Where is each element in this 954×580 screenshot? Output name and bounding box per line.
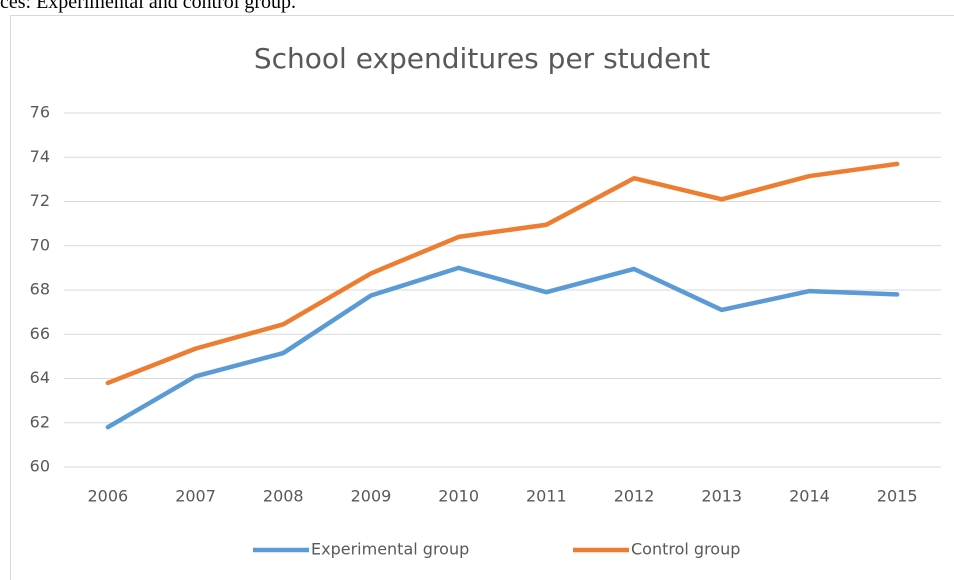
y-tick-label: 66 [30, 324, 50, 343]
y-tick-label: 68 [30, 280, 50, 299]
x-tick-label: 2008 [263, 487, 304, 506]
y-tick-label: 62 [30, 412, 50, 431]
legend-label: Experimental group [311, 540, 469, 559]
x-tick-label: 2014 [789, 487, 830, 506]
y-tick-label: 74 [30, 147, 50, 166]
x-tick-label: 2009 [351, 487, 392, 506]
x-tick-label: 2010 [438, 487, 479, 506]
y-tick-label: 64 [30, 368, 50, 387]
y-tick-label: 60 [30, 457, 50, 476]
x-tick-label: 2013 [701, 487, 742, 506]
x-tick-label: 2015 [877, 487, 918, 506]
series-line [105, 161, 900, 386]
y-tick-label: 70 [30, 235, 50, 254]
chart-frame [10, 15, 954, 580]
y-tick-label: 72 [30, 191, 50, 210]
x-tick-label: 2007 [175, 487, 216, 506]
legend-label: Control group [631, 540, 740, 559]
series-line [105, 265, 900, 430]
y-tick-label: 76 [30, 103, 50, 122]
document-caption: ces: Experimental and control group. [0, 0, 297, 13]
x-tick-label: 2011 [526, 487, 567, 506]
x-tick-label: 2006 [87, 487, 128, 506]
x-tick-label: 2012 [614, 487, 655, 506]
chart-title: School expenditures per student [254, 42, 710, 75]
